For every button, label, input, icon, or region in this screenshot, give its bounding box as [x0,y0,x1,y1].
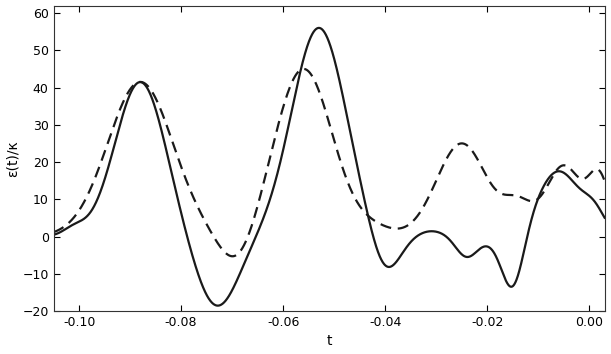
X-axis label: t: t [326,335,332,348]
Y-axis label: ε(t)/κ: ε(t)/κ [5,140,20,177]
